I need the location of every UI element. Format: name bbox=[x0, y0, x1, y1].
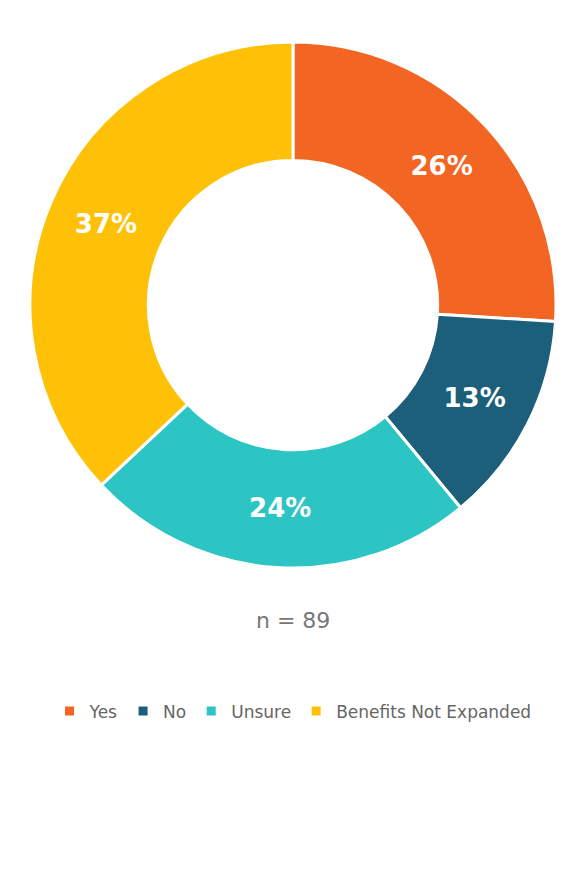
svg-text:Unsure: Unsure bbox=[231, 702, 291, 722]
svg-text:n = 89: n = 89 bbox=[256, 608, 330, 633]
svg-text:37%: 37% bbox=[75, 209, 137, 239]
svg-text:24%: 24% bbox=[249, 493, 311, 523]
svg-text:Yes: Yes bbox=[89, 702, 118, 722]
svg-text:26%: 26% bbox=[410, 151, 472, 181]
svg-text:13%: 13% bbox=[443, 383, 505, 413]
svg-text:No: No bbox=[163, 702, 186, 722]
svg-text:Benefits Not Expanded: Benefits Not Expanded bbox=[336, 702, 531, 722]
